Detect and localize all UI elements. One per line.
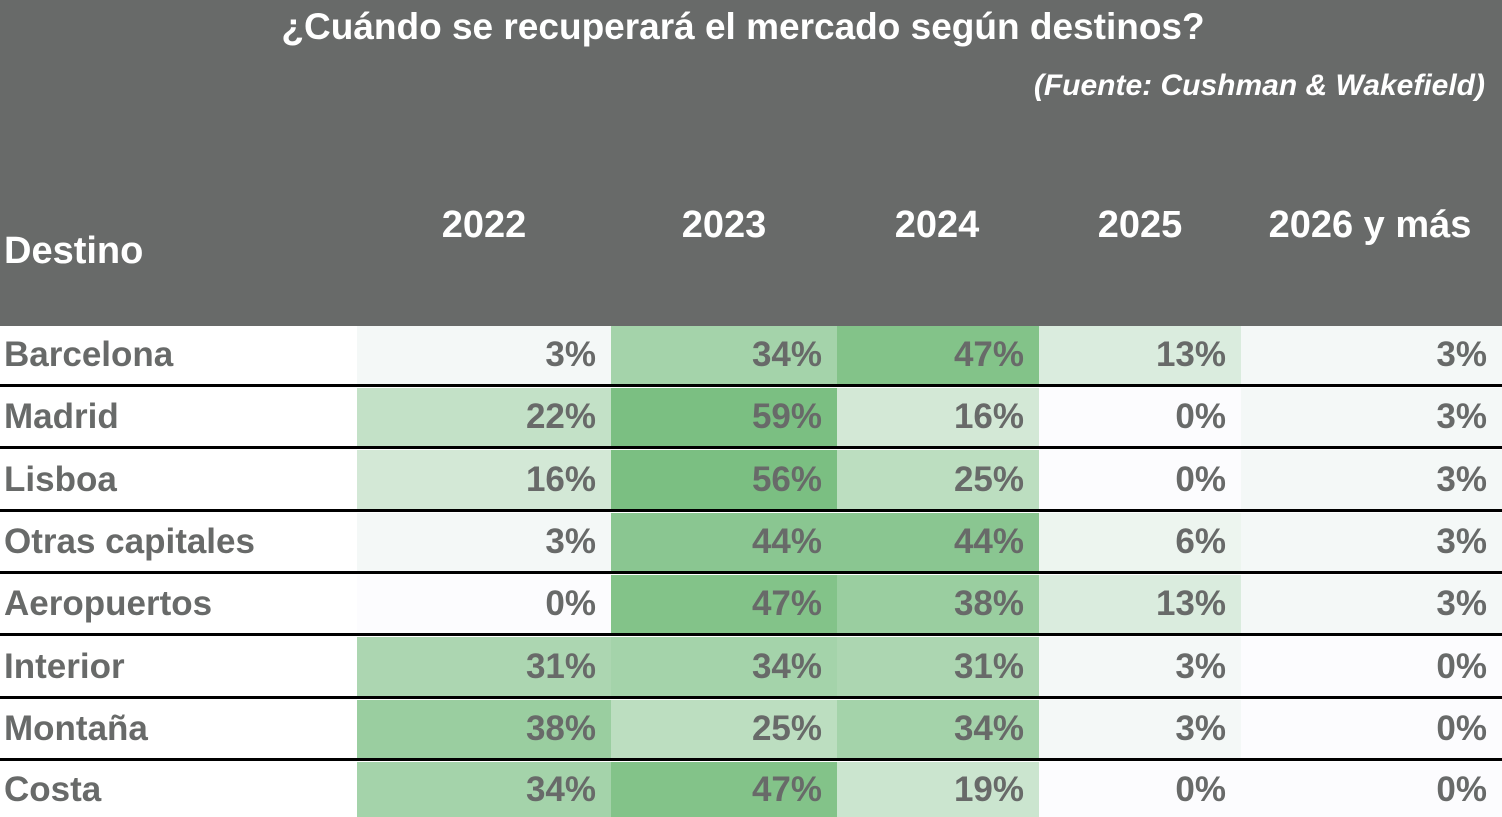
table-row: Madrid 22% 59% 16% 0% 3% <box>0 388 1502 446</box>
column-header-2024: 2024 <box>894 204 980 246</box>
heatmap-cell: 0% <box>1039 762 1241 817</box>
row-separator <box>0 633 1502 636</box>
heatmap-cell: 25% <box>611 700 837 758</box>
table-row: Barcelona 3% 34% 47% 13% 3% <box>0 326 1502 384</box>
table-row: Aeropuertos 0% 47% 38% 13% 3% <box>0 575 1502 633</box>
heatmap-cell: 0% <box>357 575 611 633</box>
heatmap-cell: 56% <box>611 450 837 509</box>
heatmap-cell: 34% <box>611 637 837 696</box>
heatmap-cell: 0% <box>1039 388 1241 446</box>
heatmap-cell: 3% <box>357 326 611 384</box>
heatmap-cell: 3% <box>1241 388 1502 446</box>
heatmap-cell: 19% <box>837 762 1039 817</box>
heatmap-cell: 13% <box>1039 575 1241 633</box>
table-row: Interior 31% 34% 31% 3% 0% <box>0 637 1502 696</box>
heatmap-cell: 34% <box>611 326 837 384</box>
row-label: Aeropuertos <box>4 584 213 623</box>
heatmap-cell: 3% <box>1039 700 1241 758</box>
heatmap-cell: 3% <box>1241 513 1502 571</box>
heatmap-cell: 3% <box>1241 575 1502 633</box>
heatmap-cell: 38% <box>837 575 1039 633</box>
table-row: Lisboa 16% 56% 25% 0% 3% <box>0 450 1502 509</box>
row-separator <box>0 509 1502 512</box>
column-header-2025: 2025 <box>1097 204 1183 246</box>
heatmap-cell: 0% <box>1241 700 1502 758</box>
chart-title: ¿Cuándo se recuperará el mercado según d… <box>281 6 1205 47</box>
heatmap-cell: 3% <box>357 513 611 571</box>
row-label: Otras capitales <box>4 522 255 561</box>
heatmap-cell: 3% <box>1241 450 1502 509</box>
heatmap-cell: 0% <box>1241 637 1502 696</box>
row-separator <box>0 571 1502 574</box>
heatmap-cell: 47% <box>611 575 837 633</box>
heatmap-cell: 22% <box>357 388 611 446</box>
heatmap-cell: 3% <box>1241 326 1502 384</box>
heatmap-cell: 44% <box>611 513 837 571</box>
column-header-2022: 2022 <box>441 204 527 246</box>
row-separator <box>0 758 1502 761</box>
heatmap-cell: 13% <box>1039 326 1241 384</box>
row-label: Montaña <box>4 709 148 748</box>
heatmap-cell: 16% <box>357 450 611 509</box>
row-label: Costa <box>4 769 102 809</box>
source-note: (Fuente: Cushman & Wakefield) <box>1033 69 1485 102</box>
row-label: Madrid <box>4 397 119 436</box>
row-label: Interior <box>4 646 125 686</box>
heatmap-cell: 6% <box>1039 513 1241 571</box>
heatmap-cell: 34% <box>837 700 1039 758</box>
heatmap-cell: 59% <box>611 388 837 446</box>
table-row: Montaña 38% 25% 34% 3% 0% <box>0 700 1502 758</box>
heatmap-cell: 0% <box>1039 450 1241 509</box>
table-row: Otras capitales 3% 44% 44% 6% 3% <box>0 513 1502 571</box>
column-header-destino: Destino <box>4 230 144 272</box>
table-header: ¿Cuándo se recuperará el mercado según d… <box>0 0 1502 326</box>
column-header-2023: 2023 <box>681 204 767 246</box>
heatmap-cell: 31% <box>837 637 1039 696</box>
heatmap-cell: 44% <box>837 513 1039 571</box>
heatmap-cell: 34% <box>357 762 611 817</box>
heatmap-cell: 0% <box>1241 762 1502 817</box>
heatmap-cell: 47% <box>611 762 837 817</box>
row-separator <box>0 696 1502 699</box>
column-header-2026-y-más: 2026 y más <box>1268 204 1472 246</box>
table-row: Costa 34% 47% 19% 0% 0% <box>0 762 1502 817</box>
row-label: Lisboa <box>4 459 117 499</box>
row-label: Barcelona <box>4 335 174 374</box>
row-separator <box>0 384 1502 387</box>
heatmap-cell: 16% <box>837 388 1039 446</box>
heatmap-cell: 25% <box>837 450 1039 509</box>
heatmap-cell: 31% <box>357 637 611 696</box>
heatmap-cell: 3% <box>1039 637 1241 696</box>
heatmap-cell: 47% <box>837 326 1039 384</box>
heatmap-cell: 38% <box>357 700 611 758</box>
row-separator <box>0 446 1502 449</box>
